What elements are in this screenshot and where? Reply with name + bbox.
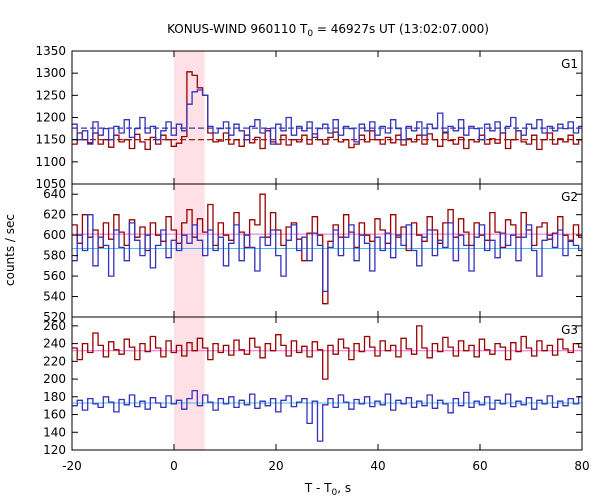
y-tick-label: 580 <box>43 249 66 263</box>
panel-frame <box>71 316 583 451</box>
series-blue-g2 <box>72 214 582 293</box>
panel-g2: 520 540 560 580 600 620 640 G2 <box>43 183 583 324</box>
panel-label: G2 <box>561 190 578 204</box>
x-tick-label: 40 <box>370 459 385 473</box>
x-axis-label-main: T - T <box>304 481 332 495</box>
y-tick-label: 160 <box>43 408 66 422</box>
panel-g3: 120 140 160 180 200 220 240 260 G3 <box>43 316 583 457</box>
y-tick-label: 1050 <box>35 177 66 191</box>
x-axis-label: T - T0, s <box>304 481 351 498</box>
y-tick-label: 1150 <box>35 133 66 147</box>
y-tick-label: 140 <box>43 425 66 439</box>
y-tick-label: 200 <box>43 372 66 386</box>
y-tick-label: 1200 <box>35 111 66 125</box>
y-tick-label: 1100 <box>35 155 66 169</box>
plot-layer: 1050110011501200125013001350G15205405605… <box>35 44 589 473</box>
y-tick-label: 1350 <box>35 44 66 58</box>
y-axis-label: counts / sec <box>3 214 17 286</box>
panel-g1: 1050 1100 1150 1200 1250 1300 1350 G1 <box>35 44 583 191</box>
x-axis-label-subscript: 0 <box>332 488 338 498</box>
y-tick-label: 1250 <box>35 88 66 102</box>
chart-title-main: KONUS-WIND 960110 T <box>167 22 308 36</box>
y-tick-label: 220 <box>43 354 66 368</box>
y-tick-label: 600 <box>43 228 66 242</box>
panel-label: G1 <box>561 57 578 71</box>
x-tick-label: 20 <box>268 459 283 473</box>
y-tick-label: 1300 <box>35 66 66 80</box>
series-red-g3 <box>72 325 582 380</box>
x-tick-label: 0 <box>170 459 178 473</box>
series-blue-g3 <box>72 389 582 442</box>
y-tick-label: 620 <box>43 208 66 222</box>
series-blue-g1 <box>72 89 582 145</box>
chart-title-rest: = 46927s UT (13:02:07.000) <box>313 22 489 36</box>
y-tick-label: 260 <box>43 319 66 333</box>
series-red-g1 <box>72 71 582 151</box>
y-tick-label: 520 <box>43 310 66 324</box>
y-tick-label: 540 <box>43 290 66 304</box>
chart-title: KONUS-WIND 960110 T0 = 46927s UT (13:02:… <box>167 22 489 39</box>
y-tick-label: 120 <box>43 443 66 457</box>
y-tick-label: 560 <box>43 269 66 283</box>
x-tick-label: 60 <box>472 459 487 473</box>
y-tick-label: 240 <box>43 337 66 351</box>
y-tick-label: 640 <box>43 187 66 201</box>
x-axis-label-rest: , s <box>337 481 351 495</box>
y-tick-label: 180 <box>43 390 66 404</box>
x-tick-label: 80 <box>574 459 589 473</box>
panel-label: G3 <box>561 323 578 337</box>
chart-title-subscript: 0 <box>307 29 313 39</box>
x-tick-label: -20 <box>62 459 82 473</box>
